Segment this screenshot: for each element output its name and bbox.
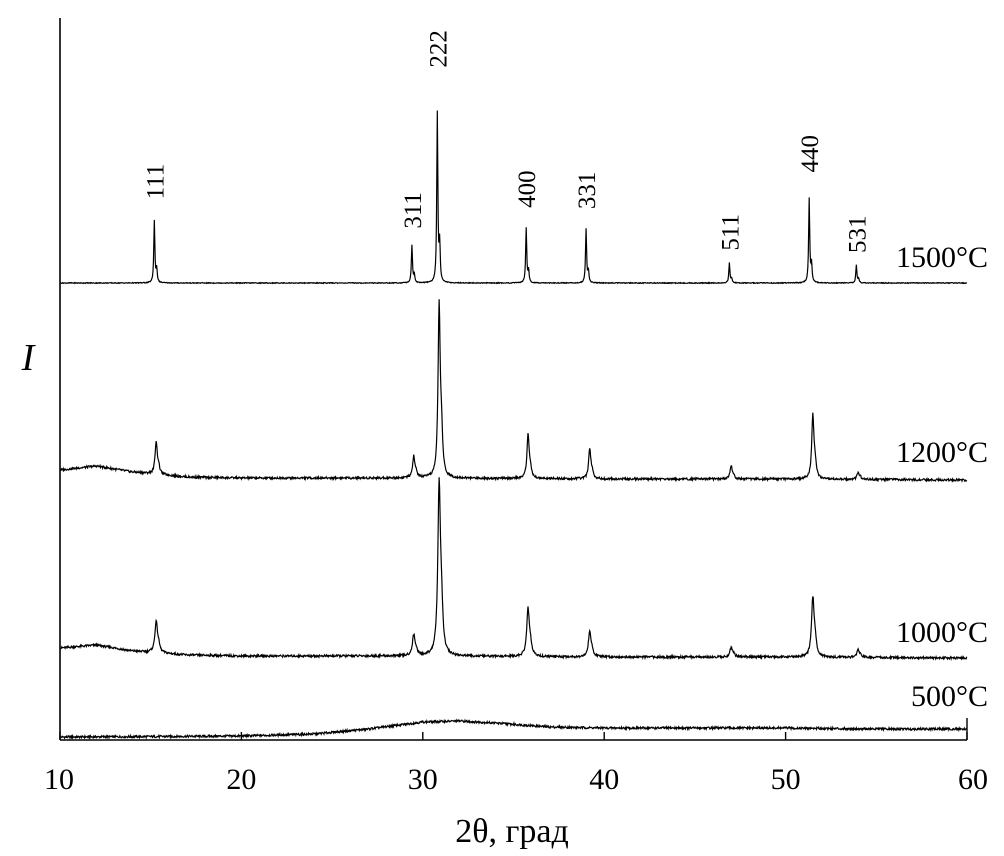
series-label-1: 1000°C [896, 616, 988, 649]
peak-label-331: 331 [574, 172, 601, 210]
x-tick-label-20: 20 [226, 763, 256, 796]
series-label-0: 500°C [911, 680, 988, 713]
x-tick-label-60: 60 [958, 763, 988, 796]
peak-label-400: 400 [514, 170, 541, 208]
series-line-2 [59, 299, 968, 483]
peak-label-511: 511 [717, 214, 744, 251]
x-tick-label-10: 10 [44, 763, 74, 796]
series-label-2: 1200°C [896, 436, 988, 469]
x-axis-label: 2θ, град [455, 813, 569, 850]
traces [59, 110, 968, 741]
series-label-3: 1500°C [896, 241, 988, 274]
labels: 500°C 1000°C 1200°C 1500°C 111 311 222 400 331 51… [142, 30, 988, 713]
series-line-1 [59, 477, 968, 662]
peak-label-440: 440 [797, 135, 824, 173]
peak-label-531: 531 [844, 216, 871, 254]
series-line-3 [59, 110, 968, 285]
peak-label-111: 111 [142, 164, 169, 200]
x-tick-label-40: 40 [589, 763, 619, 796]
peak-label-311: 311 [400, 192, 427, 229]
x-tick-label-50: 50 [771, 763, 801, 796]
peak-label-222: 222 [425, 30, 452, 68]
y-axis-label: I [21, 337, 37, 379]
axes: 10 20 30 40 50 60 [44, 18, 988, 796]
series-line-0 [59, 718, 968, 741]
x-tick-label-30: 30 [408, 763, 438, 796]
